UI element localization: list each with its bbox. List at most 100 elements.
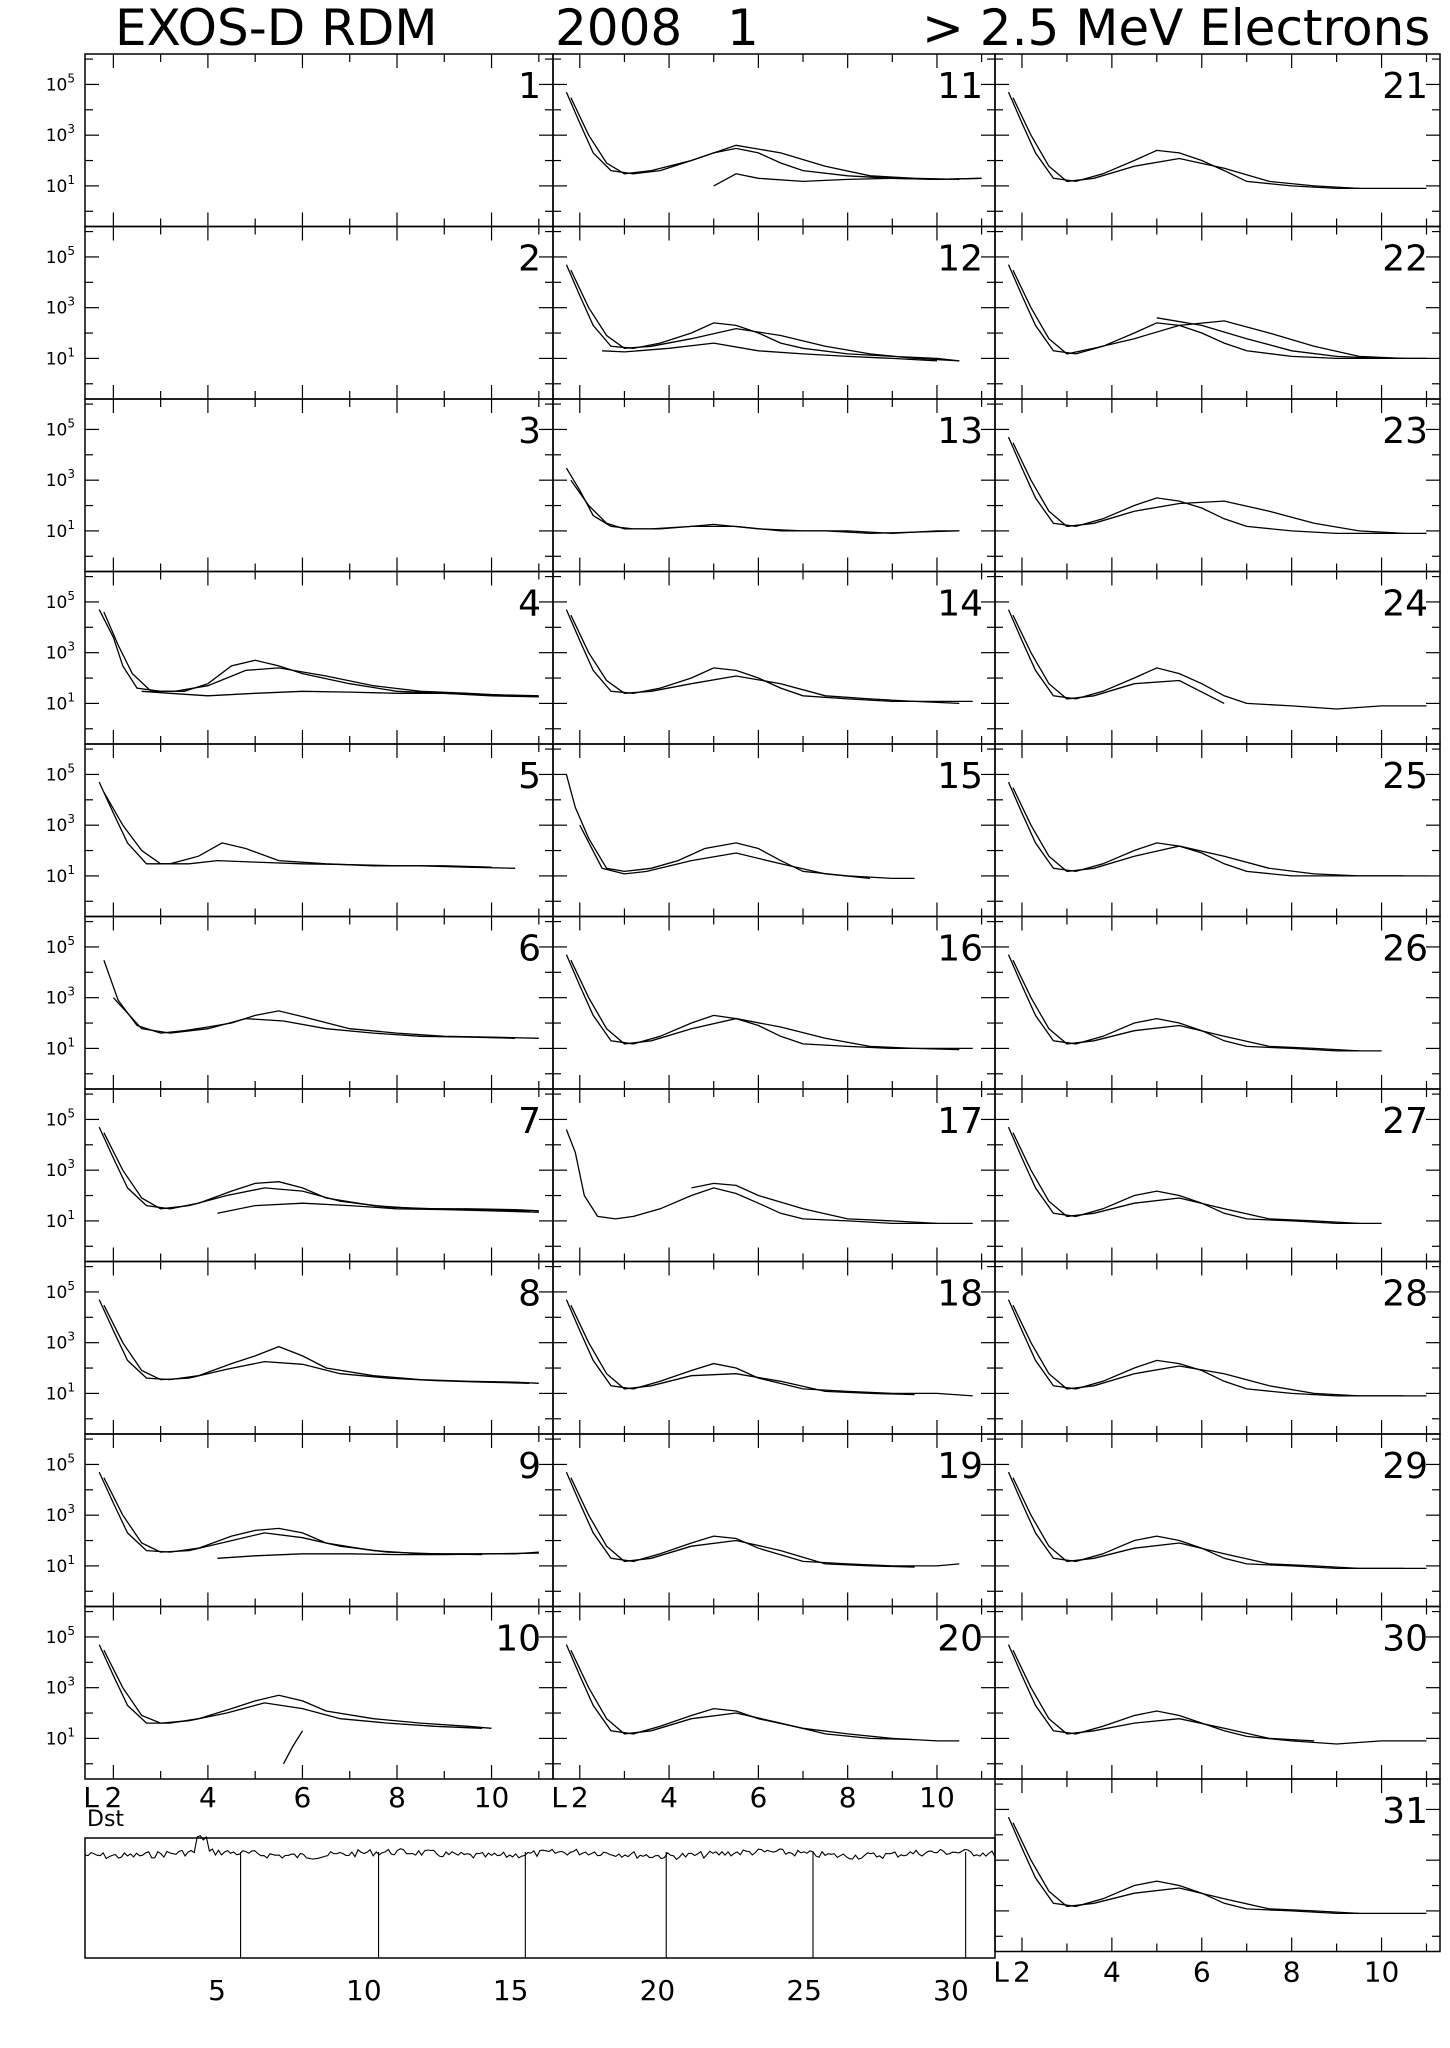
day-label-18: 18 xyxy=(937,1274,983,1315)
instrument-title: EXOS-D RDM xyxy=(115,0,438,57)
day-label-7: 7 xyxy=(518,1101,541,1142)
dst-x-tick-label: 25 xyxy=(786,1974,822,2007)
y-tick-label: 105 xyxy=(46,761,75,785)
day-label-4: 4 xyxy=(518,584,541,625)
flux-line-day-12-2 xyxy=(602,342,938,362)
flux-line-day-27-0 xyxy=(1007,1126,1382,1225)
y-tick-label: 105 xyxy=(46,589,75,613)
panel-frame-day-7 xyxy=(84,1088,554,1263)
x-tick-label: 10 xyxy=(1364,1956,1400,1989)
flux-line-day-25-0 xyxy=(1007,781,1427,877)
y-tick-label: 103 xyxy=(46,467,75,491)
panel-frame-day-25 xyxy=(994,743,1441,918)
x-tick-label: 8 xyxy=(839,1781,857,1814)
panel-frame-day-24 xyxy=(994,570,1441,745)
flux-line-day-22-2 xyxy=(1156,317,1427,360)
day-label-6: 6 xyxy=(518,929,541,970)
panel-frame-day-1 xyxy=(84,53,554,228)
flux-line-day-8-1 xyxy=(103,1304,530,1384)
dst-x-tick-label: 10 xyxy=(346,1974,382,2007)
flux-line-day-4-2 xyxy=(141,690,539,697)
x-axis-label: L xyxy=(551,1781,567,1814)
flux-line-day-30-0 xyxy=(1007,1644,1427,1745)
y-tick-label: 101 xyxy=(46,345,75,369)
flux-line-day-23-1 xyxy=(1012,442,1405,535)
panel-frame-day-15 xyxy=(552,743,996,918)
day-label-15: 15 xyxy=(937,756,983,797)
flux-line-day-11-1 xyxy=(570,97,960,181)
day-label-17: 17 xyxy=(937,1101,983,1142)
x-tick-label: 8 xyxy=(1283,1956,1301,1989)
y-tick-label: 101 xyxy=(46,863,75,887)
dst-panel-frame xyxy=(84,1837,996,1959)
panel-frame-day-5 xyxy=(84,743,554,918)
x-tick-label: 2 xyxy=(104,1781,122,1814)
x-axis-label: L xyxy=(83,1781,99,1814)
day-label-11: 11 xyxy=(937,66,983,107)
year-label: 2008 xyxy=(555,0,683,57)
day-label-1: 1 xyxy=(518,66,541,107)
dst-x-tick-label: 5 xyxy=(208,1974,226,2007)
day-label-8: 8 xyxy=(518,1274,541,1315)
day-label-24: 24 xyxy=(1382,584,1428,625)
flux-line-day-19-0 xyxy=(565,1471,960,1567)
flux-line-day-7-0 xyxy=(98,1126,539,1212)
flux-line-day-20-1 xyxy=(570,1649,915,1741)
y-tick-label: 101 xyxy=(46,690,75,714)
y-tick-label: 103 xyxy=(46,295,75,319)
day-label-31: 31 xyxy=(1382,1791,1428,1832)
flux-line-day-13-0 xyxy=(565,467,960,535)
flux-line-day-7-2 xyxy=(217,1202,539,1214)
y-tick-label: 101 xyxy=(46,1725,75,1749)
day-label-29: 29 xyxy=(1382,1446,1428,1487)
x-tick-label: 10 xyxy=(919,1781,955,1814)
panel-frame-day-20 xyxy=(552,1605,996,1780)
flux-line-day-23-0 xyxy=(1007,436,1427,535)
flux-line-day-26-1 xyxy=(1012,959,1360,1052)
day-label-23: 23 xyxy=(1382,411,1428,452)
flux-line-day-25-1 xyxy=(1012,787,1404,877)
day-label-20: 20 xyxy=(937,1619,983,1660)
panel-frame-day-30 xyxy=(994,1605,1441,1780)
panel-frame-day-26 xyxy=(994,915,1441,1090)
dst-x-tick-label: 15 xyxy=(493,1974,529,2007)
x-tick-label: 10 xyxy=(474,1781,510,1814)
y-tick-label: 101 xyxy=(46,518,75,542)
panel-frame-day-2 xyxy=(84,225,554,400)
flux-line-day-4-1 xyxy=(103,611,516,697)
flux-line-day-18-0 xyxy=(565,1299,973,1397)
flux-line-day-21-0 xyxy=(1007,91,1427,190)
day-label-16: 16 xyxy=(937,929,983,970)
flux-line-day-15-0 xyxy=(565,774,915,880)
flux-line-day-6-1 xyxy=(112,997,516,1039)
x-tick-label: 4 xyxy=(660,1781,678,1814)
y-tick-label: 101 xyxy=(46,1208,75,1232)
flux-line-day-24-0 xyxy=(1007,609,1427,710)
panel-frame-day-19 xyxy=(552,1433,996,1608)
y-tick-label: 101 xyxy=(46,173,75,197)
x-tick-label: 6 xyxy=(1193,1956,1211,1989)
day-label-3: 3 xyxy=(518,411,541,452)
day-label-10: 10 xyxy=(495,1619,541,1660)
flux-line-day-9-2 xyxy=(217,1552,539,1559)
flux-line-day-6-0 xyxy=(103,959,539,1039)
day-label-9: 9 xyxy=(518,1446,541,1487)
x-tick-label: 6 xyxy=(294,1781,312,1814)
flux-line-day-26-0 xyxy=(1007,954,1382,1052)
day-label-14: 14 xyxy=(937,584,983,625)
flux-line-day-12-1 xyxy=(570,269,960,362)
flux-line-day-19-1 xyxy=(570,1477,915,1568)
flux-line-day-17-0 xyxy=(565,1129,973,1225)
panel-frame-day-9 xyxy=(84,1433,554,1608)
y-tick-label: 103 xyxy=(46,1157,75,1181)
x-tick-label: 8 xyxy=(388,1781,406,1814)
flux-line-day-9-1 xyxy=(103,1477,483,1556)
flux-line-day-27-1 xyxy=(1012,1132,1360,1225)
flux-line-day-28-0 xyxy=(1007,1299,1427,1397)
panel-frame-day-10 xyxy=(84,1605,554,1780)
panel-frame-day-23 xyxy=(994,398,1441,573)
month-label: 1 xyxy=(727,0,759,57)
flux-line-day-11-0 xyxy=(565,91,982,181)
flux-line-day-30-1 xyxy=(1012,1649,1315,1742)
